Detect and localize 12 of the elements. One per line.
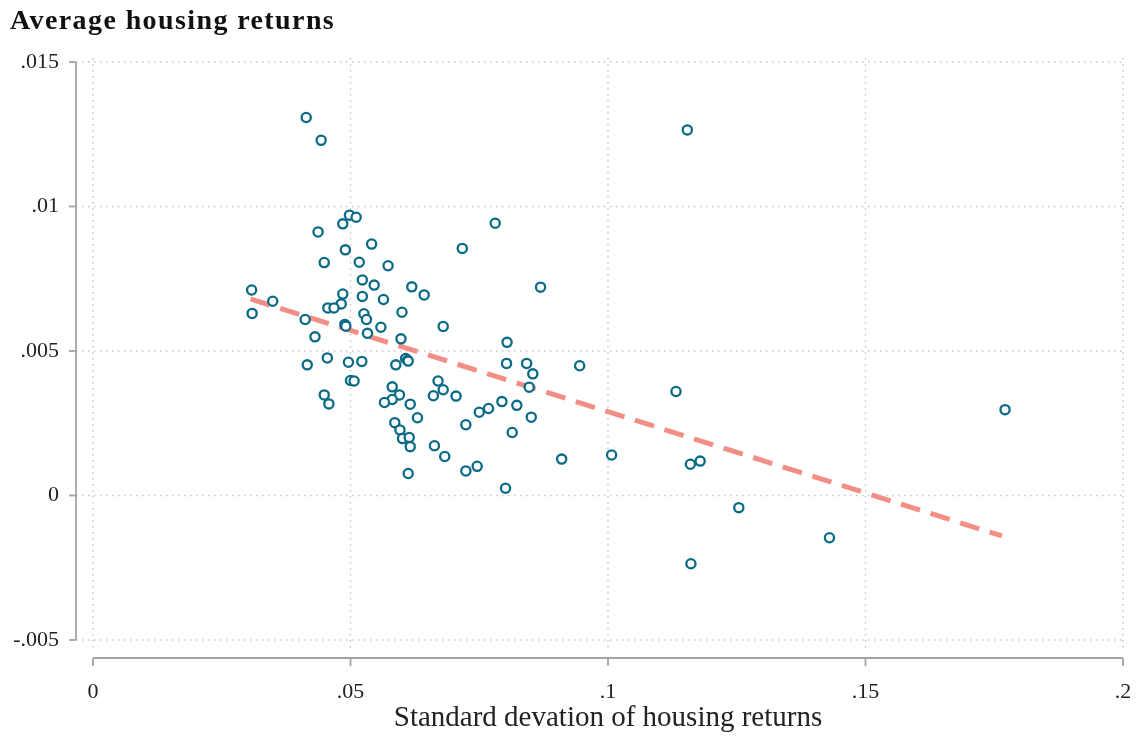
y-tick-label: 0 [48,481,59,507]
x-axis-title: Standard devation of housing returns [393,700,823,733]
y-tick-label: .01 [31,192,59,218]
chart-title: Average housing returns [10,4,336,36]
x-tick-label: .2 [1114,677,1132,703]
x-tick-label: .1 [599,677,617,703]
y-tick-label: .015 [20,47,59,73]
x-tick-label: .05 [336,677,365,703]
y-tick-label: -.005 [13,625,59,651]
y-tick-label: .005 [20,336,59,362]
x-tick-label: 0 [87,677,99,703]
x-tick-label: .15 [851,677,880,703]
